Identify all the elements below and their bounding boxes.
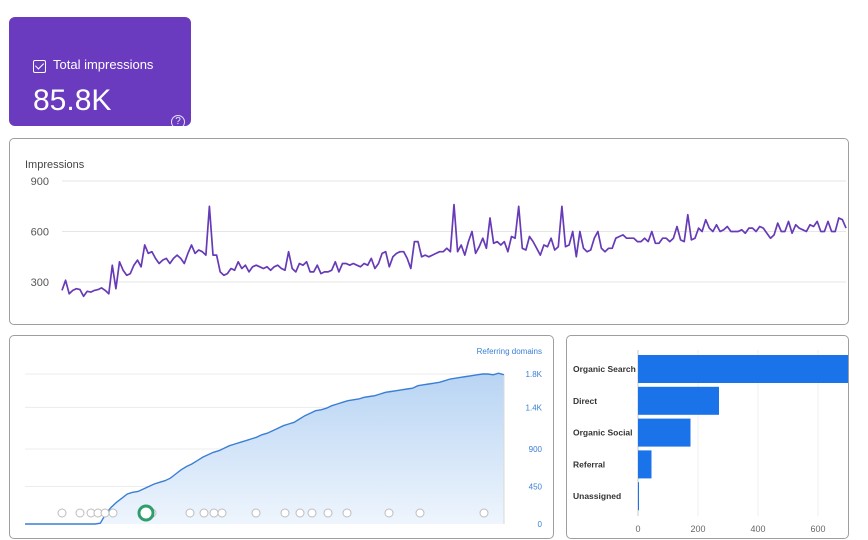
event-marker-icon — [209, 508, 219, 518]
y-tick-label: 1.4K — [526, 403, 543, 412]
bar-category-label: Unassigned — [573, 491, 621, 501]
y-tick-label: 0 — [538, 520, 543, 529]
kpi-value: 85.8K — [33, 84, 112, 117]
impressions-line-chart: 900 600 300 — [31, 176, 847, 298]
referring-domains-legend: Referring domains — [477, 347, 542, 356]
channels-bar-card: 0200400600800Organic SearchDirectOrganic… — [566, 335, 849, 539]
event-marker-icon — [479, 508, 489, 518]
referring-domains-area-chart: Referring domains 1.8K 1.4K 900 450 0 — [25, 347, 543, 529]
y-tick-label: 900 — [529, 445, 543, 454]
event-marker-icon — [75, 508, 85, 518]
event-marker-icon — [295, 508, 305, 518]
event-marker-icon — [217, 508, 227, 518]
bar-referral — [638, 450, 652, 479]
referring-domains-area — [25, 373, 504, 524]
bar-organic-social — [638, 418, 691, 447]
bar-unassigned — [638, 482, 639, 511]
y-tick-label: 600 — [31, 227, 49, 239]
event-marker-icon — [100, 508, 110, 518]
event-marker-icon — [323, 508, 333, 518]
bar-direct — [638, 386, 719, 415]
total-impressions-card[interactable]: Total impressions 85.8K ? — [9, 17, 191, 129]
bar-organic-search — [638, 355, 848, 383]
event-marker-icon — [185, 508, 195, 518]
impressions-chart-title: Impressions — [25, 159, 85, 171]
referring-domains-card: Referring domains 1.8K 1.4K 900 450 0 — [9, 335, 554, 539]
channels-bar-chart: 0200400600800Organic SearchDirectOrganic… — [573, 350, 848, 534]
selected-event-marker-icon — [137, 504, 155, 522]
checkbox-checked-icon[interactable] — [33, 60, 46, 73]
bar-category-label: Direct — [573, 396, 597, 406]
kpi-label: Total impressions — [53, 57, 154, 72]
event-marker-icon — [199, 508, 209, 518]
event-marker-icon — [384, 508, 394, 518]
impressions-chart-card: Impressions 900 600 300 — [9, 138, 849, 325]
y-tick-label: 900 — [31, 176, 49, 188]
impressions-series-line — [61, 203, 847, 298]
event-marker-icon — [251, 508, 261, 518]
bar-category-label: Organic Social — [573, 428, 633, 438]
x-tick-label: 600 — [810, 524, 825, 534]
event-marker-icon — [415, 508, 425, 518]
x-tick-label: 200 — [690, 524, 705, 534]
event-marker-icon — [57, 508, 67, 518]
x-tick-label: 0 — [635, 524, 640, 534]
help-circle-icon[interactable]: ? — [171, 115, 185, 129]
y-tick-label: 1.8K — [526, 370, 543, 379]
bar-category-label: Referral — [573, 459, 605, 469]
event-marker-icon — [342, 508, 352, 518]
event-marker-icon — [108, 508, 118, 518]
y-tick-label: 450 — [529, 483, 543, 492]
event-marker-icon — [307, 508, 317, 518]
bar-category-label: Organic Search — [573, 364, 636, 374]
y-tick-label: 300 — [31, 277, 49, 289]
x-tick-label: 400 — [750, 524, 765, 534]
event-marker-icon — [280, 508, 290, 518]
